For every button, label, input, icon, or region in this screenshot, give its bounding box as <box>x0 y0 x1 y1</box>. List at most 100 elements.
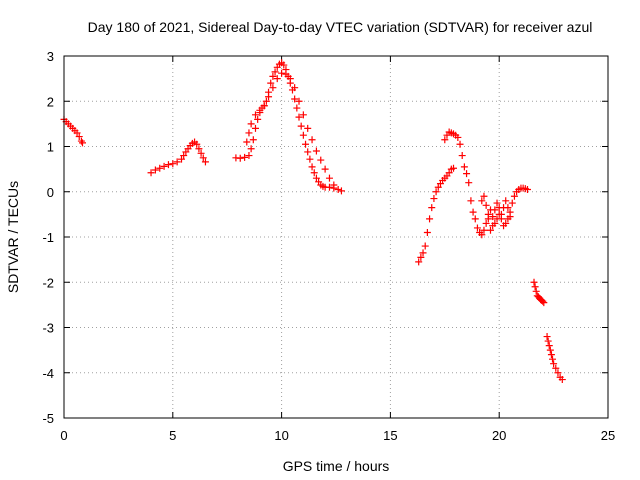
data-point <box>539 297 547 305</box>
data-point <box>554 369 562 377</box>
data-point <box>73 129 81 137</box>
data-point <box>480 226 488 234</box>
data-point <box>482 201 490 209</box>
data-point <box>334 185 342 193</box>
x-tick-label: 20 <box>492 428 506 443</box>
data-point <box>460 163 468 171</box>
data-point <box>421 242 429 250</box>
data-point <box>445 169 453 177</box>
data-point <box>550 360 558 368</box>
data-point <box>306 155 314 163</box>
data-point <box>463 170 471 178</box>
data-point <box>302 140 310 148</box>
data-point <box>502 219 510 227</box>
y-tick-label: 2 <box>47 94 54 109</box>
data-point <box>426 215 434 223</box>
data-point <box>484 215 492 223</box>
data-point <box>160 162 168 170</box>
data-point <box>491 206 499 214</box>
data-point <box>544 337 552 345</box>
series-segment-8 <box>530 278 548 307</box>
data-point <box>489 213 497 221</box>
data-point <box>478 197 486 205</box>
data-point <box>473 224 481 232</box>
data-point <box>291 95 299 103</box>
data-point <box>295 113 303 121</box>
y-tick-label: -5 <box>42 411 54 426</box>
x-axis-label: GPS time / hours <box>283 458 390 474</box>
data-point <box>245 152 253 160</box>
data-point <box>251 111 259 119</box>
series-segment-2 <box>147 138 209 177</box>
data-point <box>480 192 488 200</box>
data-point <box>312 147 320 155</box>
data-point <box>260 102 268 110</box>
data-point <box>502 197 510 205</box>
data-point <box>295 97 303 105</box>
x-tick-label: 15 <box>383 428 397 443</box>
data-point <box>282 70 290 78</box>
data-point <box>423 228 431 236</box>
y-tick-label: 1 <box>47 140 54 155</box>
x-tick-label: 5 <box>169 428 176 443</box>
data-point <box>297 122 305 130</box>
series-segment-5 <box>415 164 458 266</box>
y-tick-label: 3 <box>47 49 54 64</box>
data-point <box>415 258 423 266</box>
data-point <box>308 136 316 144</box>
data-point <box>430 195 438 203</box>
data-point <box>280 61 288 69</box>
x-tick-label: 10 <box>274 428 288 443</box>
series-segment-3 <box>232 59 345 195</box>
data-point <box>458 152 466 160</box>
data-point <box>249 136 257 144</box>
data-point <box>243 138 251 146</box>
data-point <box>478 231 486 239</box>
data-point <box>262 97 270 105</box>
data-point <box>441 136 449 144</box>
data-point <box>75 133 83 141</box>
data-point <box>293 104 301 112</box>
y-tick-label: 0 <box>47 185 54 200</box>
series-segment-4 <box>243 69 338 189</box>
data-point <box>523 185 531 193</box>
data-point <box>286 75 294 83</box>
data-point <box>169 160 177 168</box>
chart-title: Day 180 of 2021, Sidereal Day-to-day VTE… <box>88 19 593 35</box>
data-point <box>195 145 203 153</box>
data-point <box>547 351 555 359</box>
data-point <box>434 183 442 191</box>
data-point <box>330 181 338 189</box>
grid <box>64 56 608 418</box>
data-point <box>241 153 249 161</box>
data-point <box>497 210 505 218</box>
data-point <box>540 299 548 307</box>
data-point <box>269 72 277 80</box>
data-point <box>493 199 501 207</box>
y-tick-label: -1 <box>42 230 54 245</box>
data-point <box>299 111 307 119</box>
data-point <box>337 187 345 195</box>
data-point <box>531 283 539 291</box>
plot-frame <box>63 55 609 419</box>
data-point <box>549 355 557 363</box>
data-point <box>265 93 273 101</box>
data-point <box>419 249 427 257</box>
y-axis-label: SDTVAR / TECUs <box>5 181 21 293</box>
series-segment-7 <box>478 192 514 234</box>
data-point <box>273 75 281 83</box>
data-point <box>151 166 159 174</box>
data-point <box>256 106 264 114</box>
series-segment-6 <box>441 128 531 239</box>
data-point <box>504 204 512 212</box>
y-tick-label: -4 <box>42 366 54 381</box>
data-point <box>552 364 560 372</box>
data-point <box>271 68 279 76</box>
x-tick-label: 25 <box>601 428 615 443</box>
data-point <box>199 154 207 162</box>
data-point <box>454 133 462 141</box>
data-point <box>471 215 479 223</box>
data-point <box>506 213 514 221</box>
data-point <box>147 169 155 177</box>
